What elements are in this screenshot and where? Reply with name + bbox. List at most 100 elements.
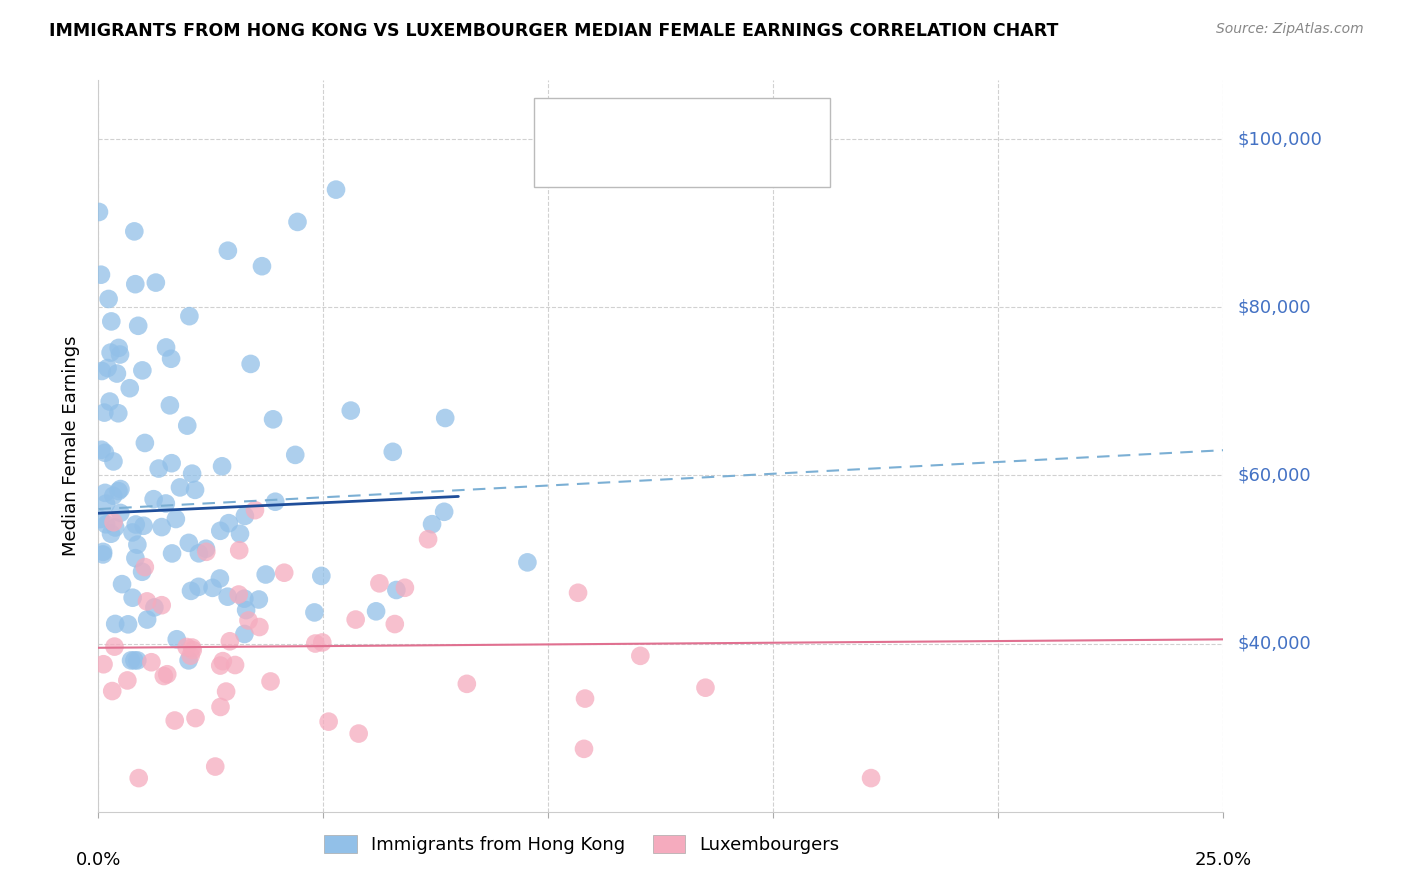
Point	[94, 446, 117, 460]
Point	[104, 520, 127, 534]
Point	[107, 341, 129, 355]
Point	[91, 545, 114, 559]
Text: Source: ZipAtlas.com: Source: ZipAtlas.com	[1216, 22, 1364, 37]
Point	[385, 582, 408, 597]
Point	[239, 357, 262, 371]
Point	[344, 613, 367, 627]
Point	[860, 771, 883, 785]
Point	[567, 586, 589, 600]
Point	[90, 442, 112, 457]
Point	[100, 314, 122, 328]
Point	[124, 277, 146, 292]
Text: 25.0%: 25.0%	[1195, 851, 1251, 869]
Point	[120, 653, 142, 667]
Point	[235, 603, 257, 617]
Point	[153, 669, 176, 683]
Point	[166, 632, 188, 647]
Point	[155, 496, 177, 510]
Point	[180, 648, 202, 663]
Point	[169, 480, 191, 494]
Point	[384, 617, 406, 632]
Point	[142, 492, 165, 507]
Point	[121, 525, 143, 540]
Point	[100, 345, 122, 359]
Point	[628, 648, 651, 663]
Point	[695, 681, 717, 695]
Point	[233, 591, 256, 606]
Text: $60,000: $60,000	[1237, 467, 1310, 484]
Point	[311, 569, 333, 583]
Text: 0.036: 0.036	[621, 113, 673, 131]
Point	[420, 517, 443, 532]
Point	[107, 406, 129, 420]
Point	[94, 497, 117, 511]
Point	[98, 394, 121, 409]
Point	[159, 398, 181, 412]
Point	[117, 673, 139, 688]
Point	[195, 545, 218, 559]
Point	[91, 548, 114, 562]
Point	[94, 517, 117, 532]
Point	[318, 714, 340, 729]
Point	[204, 759, 226, 773]
Point	[184, 483, 207, 497]
Point	[131, 565, 153, 579]
Text: N =: N =	[675, 152, 711, 169]
Point	[160, 546, 183, 560]
Point	[134, 436, 156, 450]
Point	[229, 526, 252, 541]
Point	[97, 292, 120, 306]
Text: 0.083: 0.083	[621, 152, 673, 169]
Point	[218, 516, 240, 531]
Point	[176, 418, 198, 433]
Point	[155, 340, 177, 354]
Point	[89, 512, 111, 526]
Point	[136, 613, 159, 627]
Point	[572, 742, 595, 756]
Point	[434, 411, 457, 425]
Point	[163, 714, 186, 728]
Point	[132, 518, 155, 533]
Point	[184, 711, 207, 725]
Point	[150, 598, 173, 612]
Point	[238, 614, 260, 628]
Point	[104, 616, 127, 631]
Point	[124, 653, 146, 667]
Text: 103: 103	[703, 113, 738, 131]
Text: 0.0%: 0.0%	[76, 851, 121, 869]
Point	[287, 215, 309, 229]
Point	[148, 461, 170, 475]
Point	[150, 520, 173, 534]
Point	[117, 617, 139, 632]
Point	[94, 486, 117, 500]
Point	[93, 657, 115, 672]
Point	[177, 653, 200, 667]
Point	[136, 594, 159, 608]
Point	[110, 482, 132, 496]
Point	[105, 367, 128, 381]
Point	[127, 538, 149, 552]
Text: $100,000: $100,000	[1237, 130, 1322, 148]
Point	[87, 205, 110, 219]
Point	[259, 674, 281, 689]
Point	[218, 634, 240, 648]
Point	[141, 655, 163, 669]
Point	[176, 640, 198, 654]
Point	[304, 606, 326, 620]
Text: 49: 49	[703, 152, 733, 169]
Point	[262, 412, 284, 426]
Point	[194, 541, 217, 556]
Point	[100, 526, 122, 541]
Point	[209, 524, 232, 538]
Point	[224, 658, 246, 673]
Point	[254, 567, 277, 582]
Point	[90, 268, 112, 282]
Point	[284, 448, 307, 462]
Point	[90, 364, 112, 378]
Point	[103, 640, 125, 654]
Point	[180, 583, 202, 598]
Point	[108, 347, 131, 361]
Point	[103, 454, 125, 468]
Point	[125, 517, 148, 532]
Point	[160, 351, 183, 366]
